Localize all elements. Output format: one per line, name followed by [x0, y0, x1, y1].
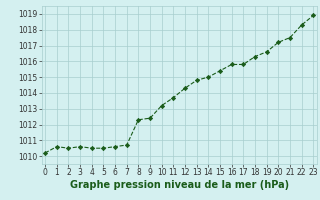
- X-axis label: Graphe pression niveau de la mer (hPa): Graphe pression niveau de la mer (hPa): [70, 180, 289, 190]
